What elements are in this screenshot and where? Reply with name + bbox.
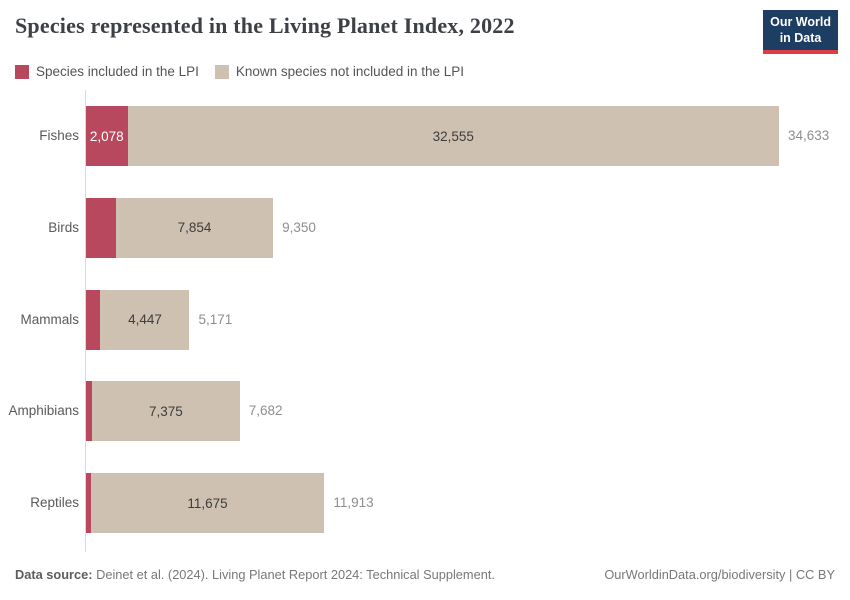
total-value-label: 9,350: [282, 219, 316, 235]
plot-area: Fishes 2,078 32,555 34,633 Birds 7,854 9,350 Ma…: [8, 90, 846, 552]
bar-segment-included[interactable]: [86, 381, 93, 442]
bar-segment-excluded[interactable]: 7,375: [92, 381, 240, 442]
data-source: Data source: Deinet et al. (2024). Livin…: [15, 567, 495, 582]
total-value-label: 11,913: [333, 495, 374, 510]
excluded-value-label: 7,375: [149, 403, 183, 419]
owid-logo[interactable]: Our World in Data: [763, 10, 838, 55]
category-label: Mammals: [20, 311, 79, 327]
owid-logo-line1: Our World: [770, 15, 831, 29]
bar-row: Mammals 4,447 5,171: [20, 289, 846, 350]
legend-swatch-icon: [15, 64, 29, 79]
data-source-text: Deinet et al. (2024). Living Planet Repo…: [92, 567, 495, 582]
bar-segment-excluded[interactable]: 7,854: [115, 197, 274, 258]
legend: Species included in the LPI Known species…: [15, 64, 464, 79]
legend-swatch-icon: [214, 64, 229, 79]
bar-segment-excluded[interactable]: 32,555: [127, 106, 779, 166]
included-value-label: 2,078: [89, 128, 124, 144]
total-value-label: 7,682: [248, 403, 283, 419]
footer-credit[interactable]: OurWorldinData.org/biodiversity | CC BY: [604, 567, 835, 582]
total-value-label: 5,171: [198, 311, 233, 327]
category-label: Fishes: [39, 128, 79, 143]
chart-title: Species represented in the Living Planet…: [15, 13, 515, 38]
category-label: Birds: [48, 219, 79, 235]
bar-segment-excluded[interactable]: 11,675: [90, 473, 325, 533]
total-value-label: 34,633: [788, 128, 830, 143]
legend-label: Species included in the LPI: [36, 64, 199, 79]
bar-segment-included[interactable]: [86, 289, 101, 350]
bar-segment-included[interactable]: [86, 197, 116, 258]
legend-item-1[interactable]: Known species not included in the LPI: [214, 64, 465, 79]
bar-row: Birds 7,854 9,350: [48, 197, 846, 258]
bar-row: Amphibians 7,375 7,682: [8, 381, 846, 442]
owid-logo-line2: in Data: [779, 30, 822, 45]
bar-row: Reptiles 11,675 11,913: [30, 473, 846, 533]
category-label: Amphibians: [8, 403, 79, 419]
excluded-value-label: 11,675: [187, 495, 228, 511]
data-source-label: Data source:: [15, 567, 93, 582]
category-label: Reptiles: [30, 495, 79, 510]
excluded-value-label: 32,555: [432, 128, 474, 144]
excluded-value-label: 7,854: [177, 220, 212, 236]
bar-segment-included[interactable]: 2,078: [86, 106, 128, 166]
excluded-value-label: 4,447: [128, 312, 162, 327]
legend-item-0[interactable]: Species included in the LPI: [15, 64, 199, 79]
legend-label: Known species not included in the LPI: [235, 64, 465, 79]
bar-segment-included[interactable]: [86, 473, 91, 533]
footer: Data source: Deinet et al. (2024). Livin…: [15, 567, 835, 582]
bar-segment-excluded[interactable]: 4,447: [100, 289, 190, 350]
bar-row: Fishes 2,078 32,555 34,633: [39, 106, 846, 166]
